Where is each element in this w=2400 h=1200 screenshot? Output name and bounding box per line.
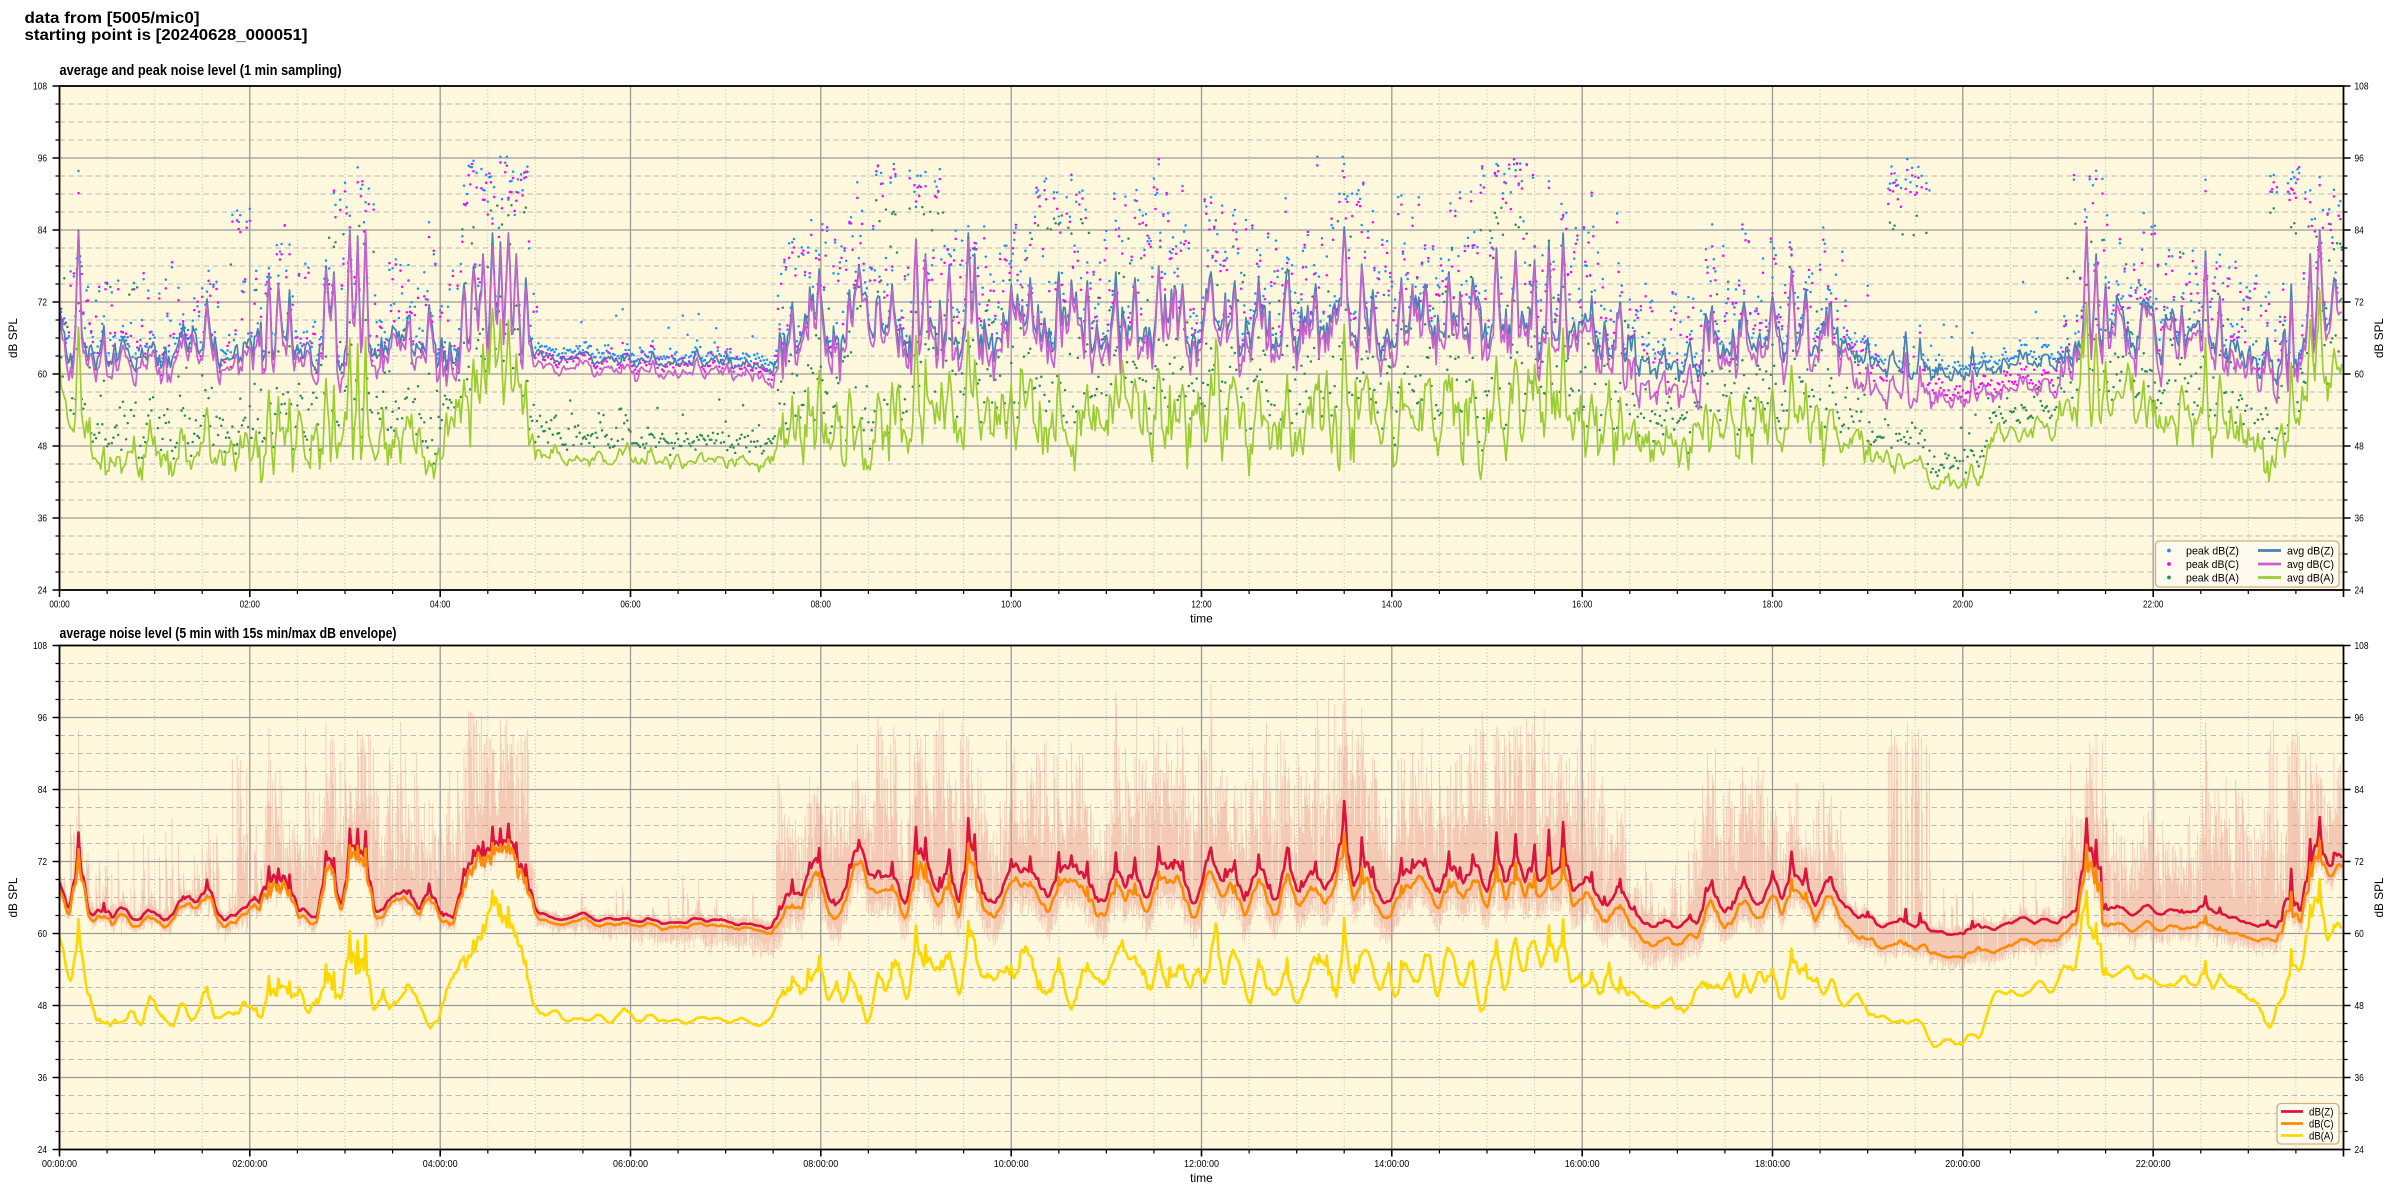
svg-text:dB(Z): dB(Z) xyxy=(2309,1106,2334,1118)
svg-text:dB SPL: dB SPL xyxy=(2372,877,2386,917)
svg-text:10:00:00: 10:00:00 xyxy=(994,1159,1029,1170)
svg-text:starting point is [20240628_00: starting point is [20240628_000051] xyxy=(25,27,308,44)
svg-text:avg dB(A): avg dB(A) xyxy=(2287,572,2334,584)
svg-text:60: 60 xyxy=(2355,929,2365,940)
svg-text:72: 72 xyxy=(2355,857,2365,868)
svg-text:06:00: 06:00 xyxy=(620,600,641,611)
svg-text:dB SPL: dB SPL xyxy=(6,318,20,358)
svg-text:dB(C): dB(C) xyxy=(2309,1118,2334,1130)
svg-text:average noise level (5 min wit: average noise level (5 min with 15s min/… xyxy=(60,625,397,642)
svg-text:96: 96 xyxy=(2355,154,2365,165)
svg-text:16:00:00: 16:00:00 xyxy=(1565,1159,1600,1170)
svg-text:avg dB(Z): avg dB(Z) xyxy=(2287,545,2334,557)
svg-text:dB SPL: dB SPL xyxy=(2372,318,2386,358)
svg-text:peak dB(C): peak dB(C) xyxy=(2186,559,2239,571)
svg-text:60: 60 xyxy=(38,929,48,940)
svg-text:dB SPL: dB SPL xyxy=(6,877,20,917)
svg-text:20:00: 20:00 xyxy=(1953,600,1974,611)
svg-text:84: 84 xyxy=(38,226,48,237)
svg-text:10:00: 10:00 xyxy=(1001,600,1022,611)
svg-text:48: 48 xyxy=(2355,442,2365,453)
svg-text:dB(A): dB(A) xyxy=(2309,1130,2334,1142)
svg-text:04:00:00: 04:00:00 xyxy=(423,1159,458,1170)
svg-text:48: 48 xyxy=(38,442,48,453)
svg-text:72: 72 xyxy=(2355,298,2365,309)
svg-text:22:00: 22:00 xyxy=(2143,600,2164,611)
svg-text:24: 24 xyxy=(38,1145,48,1156)
svg-text:16:00: 16:00 xyxy=(1572,600,1593,611)
svg-text:time: time xyxy=(1190,1171,1213,1185)
svg-text:average and peak noise level (: average and peak noise level (1 min samp… xyxy=(60,62,342,79)
svg-text:peak dB(A): peak dB(A) xyxy=(2186,572,2239,584)
svg-text:24: 24 xyxy=(38,586,48,597)
svg-text:96: 96 xyxy=(2355,713,2365,724)
svg-text:avg dB(C): avg dB(C) xyxy=(2287,559,2334,571)
svg-text:time: time xyxy=(1190,612,1213,626)
svg-text:data from [5005/mic0]: data from [5005/mic0] xyxy=(25,10,200,27)
svg-text:12:00:00: 12:00:00 xyxy=(1184,1159,1219,1170)
svg-text:06:00:00: 06:00:00 xyxy=(613,1159,648,1170)
svg-text:14:00:00: 14:00:00 xyxy=(1374,1159,1409,1170)
svg-text:22:00:00: 22:00:00 xyxy=(2136,1159,2171,1170)
svg-text:peak dB(Z): peak dB(Z) xyxy=(2186,545,2239,557)
svg-text:48: 48 xyxy=(38,1001,48,1012)
svg-text:36: 36 xyxy=(38,514,48,525)
svg-text:96: 96 xyxy=(38,154,48,165)
svg-text:72: 72 xyxy=(38,298,48,309)
svg-text:108: 108 xyxy=(2355,641,2369,652)
svg-text:20:00:00: 20:00:00 xyxy=(1945,1159,1980,1170)
svg-text:14:00: 14:00 xyxy=(1382,600,1403,611)
svg-text:84: 84 xyxy=(2355,785,2365,796)
svg-text:60: 60 xyxy=(2355,370,2365,381)
svg-text:36: 36 xyxy=(2355,514,2365,525)
svg-text:12:00: 12:00 xyxy=(1191,600,1212,611)
svg-text:02:00: 02:00 xyxy=(240,600,261,611)
svg-text:84: 84 xyxy=(38,785,48,796)
svg-text:24: 24 xyxy=(2355,586,2365,597)
svg-text:02:00:00: 02:00:00 xyxy=(232,1159,267,1170)
svg-text:48: 48 xyxy=(2355,1001,2365,1012)
svg-text:60: 60 xyxy=(38,370,48,381)
svg-text:36: 36 xyxy=(38,1073,48,1084)
svg-text:24: 24 xyxy=(2355,1145,2365,1156)
svg-text:72: 72 xyxy=(38,857,48,868)
svg-text:84: 84 xyxy=(2355,226,2365,237)
svg-text:08:00: 08:00 xyxy=(811,600,832,611)
svg-text:96: 96 xyxy=(38,713,48,724)
svg-text:04:00: 04:00 xyxy=(430,600,451,611)
svg-text:108: 108 xyxy=(2355,82,2369,93)
svg-text:18:00: 18:00 xyxy=(1762,600,1783,611)
svg-text:00:00:00: 00:00:00 xyxy=(42,1159,77,1170)
svg-text:18:00:00: 18:00:00 xyxy=(1755,1159,1790,1170)
svg-text:108: 108 xyxy=(33,641,47,652)
svg-text:00:00: 00:00 xyxy=(49,600,70,611)
svg-text:36: 36 xyxy=(2355,1073,2365,1084)
svg-text:08:00:00: 08:00:00 xyxy=(803,1159,838,1170)
svg-text:108: 108 xyxy=(33,82,47,93)
